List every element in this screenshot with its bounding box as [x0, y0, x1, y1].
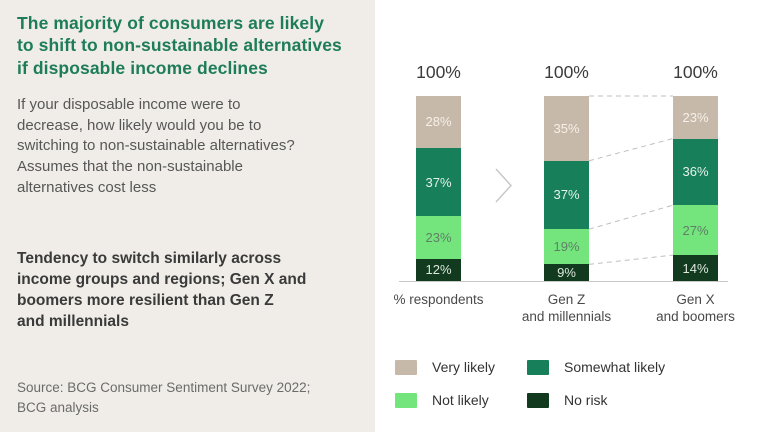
segment-value-label: 36% [682, 164, 709, 180]
segment-value-label: 35% [553, 120, 580, 136]
legend-label: Not likely [432, 392, 489, 408]
segment-value-label: 28% [425, 114, 452, 130]
segment-value-label: 23% [682, 109, 709, 125]
legend-swatch-not-likely [395, 393, 417, 408]
segment-value-label: 14% [682, 260, 709, 276]
total-label: 100% [416, 62, 461, 82]
legend-label: Somewhat likely [564, 359, 666, 375]
segment-value-label: 19% [553, 239, 580, 255]
chart-panel: 100% 28% 37% 23% 12% % respondents 100% 35% 37% 1… [375, 0, 768, 432]
segment-value-label: 37% [425, 174, 452, 190]
legend-item-very-likely: Very likely [395, 360, 527, 375]
legend-swatch-no-risk [527, 393, 549, 408]
bar-segment-somewhat-likely: 37% [416, 147, 461, 217]
legend-swatch-somewhat-likely [527, 360, 549, 375]
bar-segment-somewhat-likely: 36% [673, 138, 718, 206]
bar-segment-somewhat-likely: 37% [544, 160, 589, 230]
segment-value-label: 12% [425, 262, 452, 278]
survey-question-text: If your disposable income were to decrea… [17, 96, 295, 196]
segment-value-label: 27% [682, 222, 709, 238]
bar-segment-very-likely: 23% [673, 96, 718, 139]
segment-value-label: 9% [557, 265, 576, 281]
segment-value-label: 37% [553, 187, 580, 203]
bar-segment-very-likely: 35% [544, 96, 589, 161]
legend-item-no-risk: No risk [527, 393, 665, 408]
segment-value-label: 23% [425, 230, 452, 246]
text-panel: The majority of consumers are likely to … [0, 0, 375, 432]
category-label-gen-x: Gen X and boomers [656, 292, 735, 324]
bar-segment-not-likely: 23% [416, 216, 461, 259]
bar-segment-very-likely: 28% [416, 96, 461, 148]
legend-item-not-likely: Not likely [395, 393, 527, 408]
total-label: 100% [673, 62, 718, 82]
legend-item-somewhat-likely: Somewhat likely [527, 360, 665, 375]
category-label--respondents: % respondents [393, 292, 484, 307]
bar-segment-no-risk: 12% [416, 258, 461, 281]
legend-label: No risk [564, 392, 608, 408]
page-title: The majority of consumers are likely to … [17, 13, 342, 78]
source-note: Source: BCG Consumer Sentiment Survey 20… [17, 380, 311, 415]
legend-label: Very likely [432, 359, 496, 375]
stacked-bar-chart: 100% 28% 37% 23% 12% % respondents 100% 35% 37% 1… [375, 0, 768, 432]
chart-legend: Very likely Somewhat likely Not likely No r… [395, 360, 665, 408]
total-label: 100% [544, 62, 589, 82]
key-insight-text: Tendency to switch similarly across inco… [17, 250, 307, 330]
legend-swatch-very-likely [395, 360, 417, 375]
category-label-gen-z: Gen Z and millennials [521, 292, 612, 324]
bar-segment-no-risk: 9% [544, 264, 589, 281]
bar-segment-no-risk: 14% [673, 255, 718, 281]
bar-segment-not-likely: 19% [544, 229, 589, 265]
bar-segment-not-likely: 27% [673, 205, 718, 256]
